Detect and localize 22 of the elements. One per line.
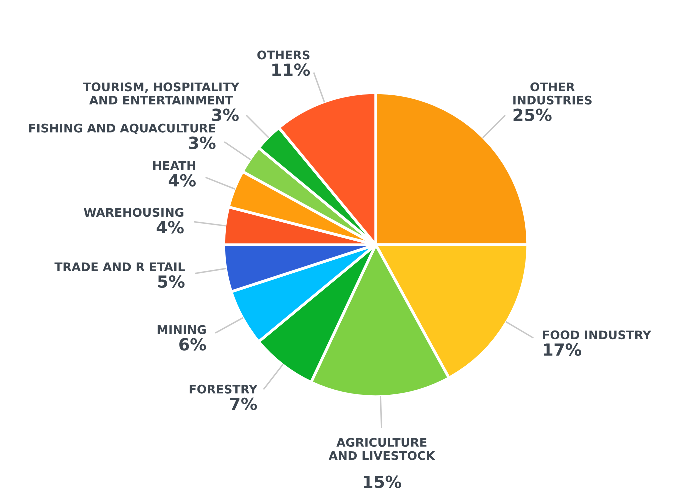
slice-label: TOURISM, HOSPITALITY AND ENTERTAINMENT — [83, 82, 240, 105]
slice-label: FISHING AND AQUACULTURE — [29, 124, 216, 134]
data-label: 3% — [212, 108, 239, 122]
data-label: 3% — [189, 136, 216, 150]
slice-label: FOOD INDUSTRY — [543, 330, 652, 340]
slice-label: WAREHOUSING — [84, 208, 184, 218]
data-label: 7% — [230, 398, 258, 410]
data-label: 4% — [156, 221, 184, 234]
slice-label: HEATH — [154, 161, 196, 170]
data-label: 15% — [364, 476, 402, 488]
data-label: 5% — [158, 275, 185, 288]
slice-label: FORESTRY — [190, 384, 258, 394]
data-label: 11% — [272, 64, 310, 76]
data-label: 17% — [544, 344, 582, 356]
slice-label: OTHERS — [258, 50, 310, 60]
slice-label: AGRICULTURE AND LIVESTOCK — [328, 438, 436, 460]
data-label: 25% — [514, 108, 552, 122]
data-label: 4% — [168, 174, 196, 187]
slice-label: OTHER INDUSTRIES — [514, 82, 592, 105]
slice-label: MINING — [158, 325, 206, 334]
slice-label: TRADE AND R ETAIL — [54, 262, 186, 272]
data-label: 6% — [180, 338, 206, 351]
